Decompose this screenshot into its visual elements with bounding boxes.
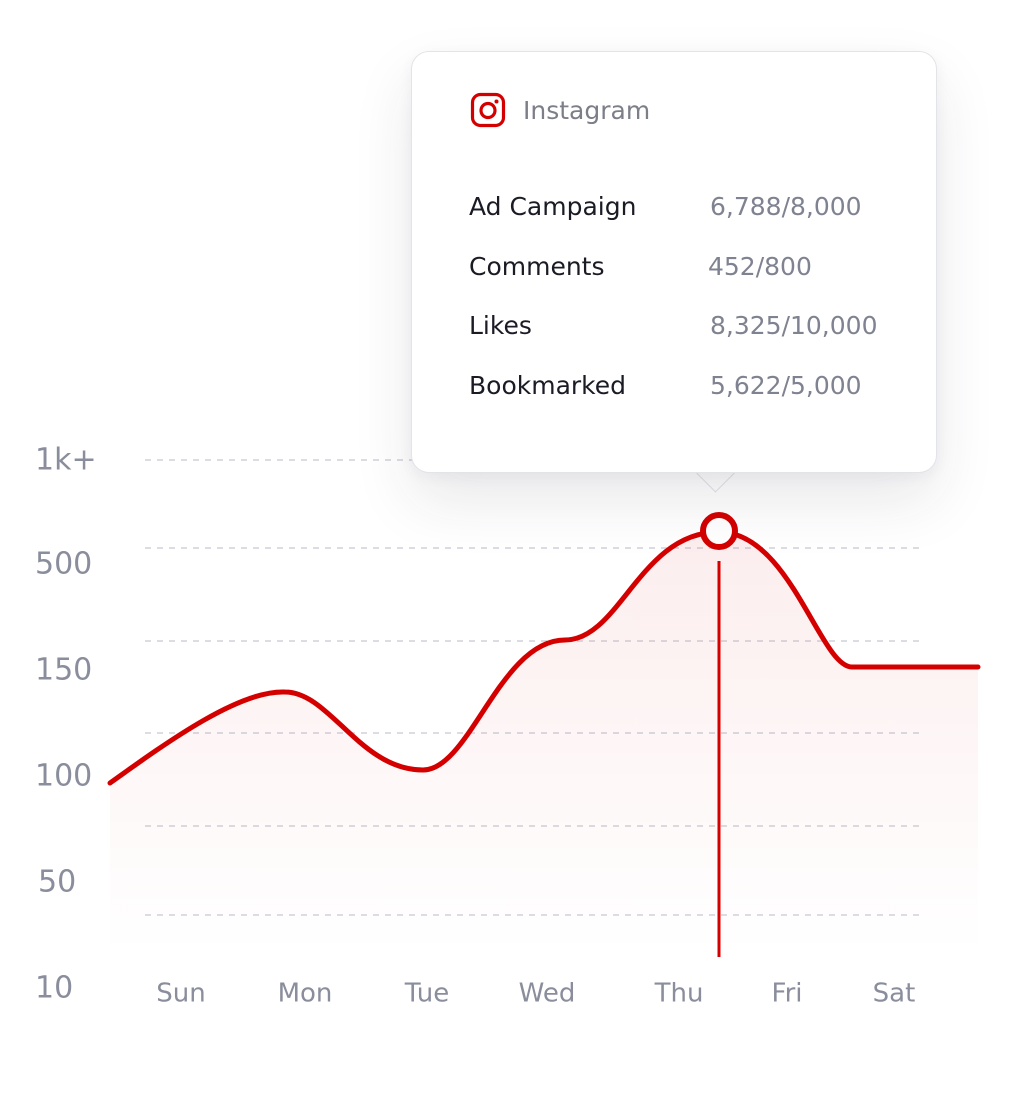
x-tick-label: Sat bbox=[873, 979, 916, 1009]
y-tick-label: 50 bbox=[38, 865, 76, 900]
metric-label: Ad Campaign bbox=[469, 192, 637, 221]
metric-label: Comments bbox=[469, 251, 605, 281]
y-tick-label: 100 bbox=[35, 759, 92, 794]
series-line bbox=[107, 529, 981, 786]
metric-label: Likes bbox=[469, 311, 532, 340]
data-tooltip: Instagram Ad Campaign 6,788/8,000 Commen… bbox=[411, 51, 937, 473]
tooltip-source-label: Instagram bbox=[523, 95, 651, 125]
metric-value: 6,788/8,000 bbox=[710, 192, 862, 221]
y-tick-label: 500 bbox=[35, 547, 92, 582]
x-axis-labels: Sun Mon Tue Wed Thu Fri Sat bbox=[156, 979, 915, 1009]
metric-label: Bookmarked bbox=[469, 370, 627, 400]
y-tick-label: 1k+ bbox=[35, 443, 97, 478]
x-tick-label: Wed bbox=[519, 979, 576, 1009]
metric-value: 5,622/5,000 bbox=[710, 370, 862, 400]
x-tick-label: Mon bbox=[278, 979, 333, 1009]
y-tick-label: 150 bbox=[35, 653, 92, 688]
metric-value: 452/800 bbox=[708, 251, 812, 281]
x-tick-label: Fri bbox=[772, 979, 803, 1009]
instagram-icon bbox=[470, 92, 506, 128]
x-tick-label: Tue bbox=[404, 979, 449, 1009]
metric-value: 8,325/10,000 bbox=[710, 311, 878, 340]
y-tick-label: 10 bbox=[35, 971, 73, 1006]
highlighted-data-point[interactable] bbox=[700, 512, 738, 550]
y-axis-labels: 10 50 100 150 500 1k+ bbox=[35, 443, 97, 1006]
tooltip-header: Instagram bbox=[470, 92, 650, 128]
x-tick-label: Sun bbox=[156, 979, 205, 1009]
series-area-fill bbox=[110, 532, 978, 955]
data-points bbox=[700, 512, 738, 550]
x-tick-label: Thu bbox=[654, 979, 704, 1009]
